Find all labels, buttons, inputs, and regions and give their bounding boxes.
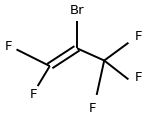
Text: F: F bbox=[134, 30, 142, 43]
Text: F: F bbox=[5, 40, 13, 53]
Text: Br: Br bbox=[70, 4, 84, 17]
Text: F: F bbox=[134, 71, 142, 84]
Text: F: F bbox=[88, 102, 96, 115]
Text: F: F bbox=[29, 88, 37, 101]
